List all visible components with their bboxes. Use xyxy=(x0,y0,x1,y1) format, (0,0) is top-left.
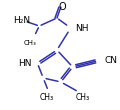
Text: CH₃: CH₃ xyxy=(24,40,37,46)
Text: CH₃: CH₃ xyxy=(75,93,90,102)
Text: NH: NH xyxy=(75,24,88,32)
Text: O: O xyxy=(58,2,66,12)
Text: HN: HN xyxy=(18,59,31,68)
Text: CH₃: CH₃ xyxy=(40,93,54,102)
Text: H₂N: H₂N xyxy=(13,16,30,25)
Text: CN: CN xyxy=(104,56,117,64)
